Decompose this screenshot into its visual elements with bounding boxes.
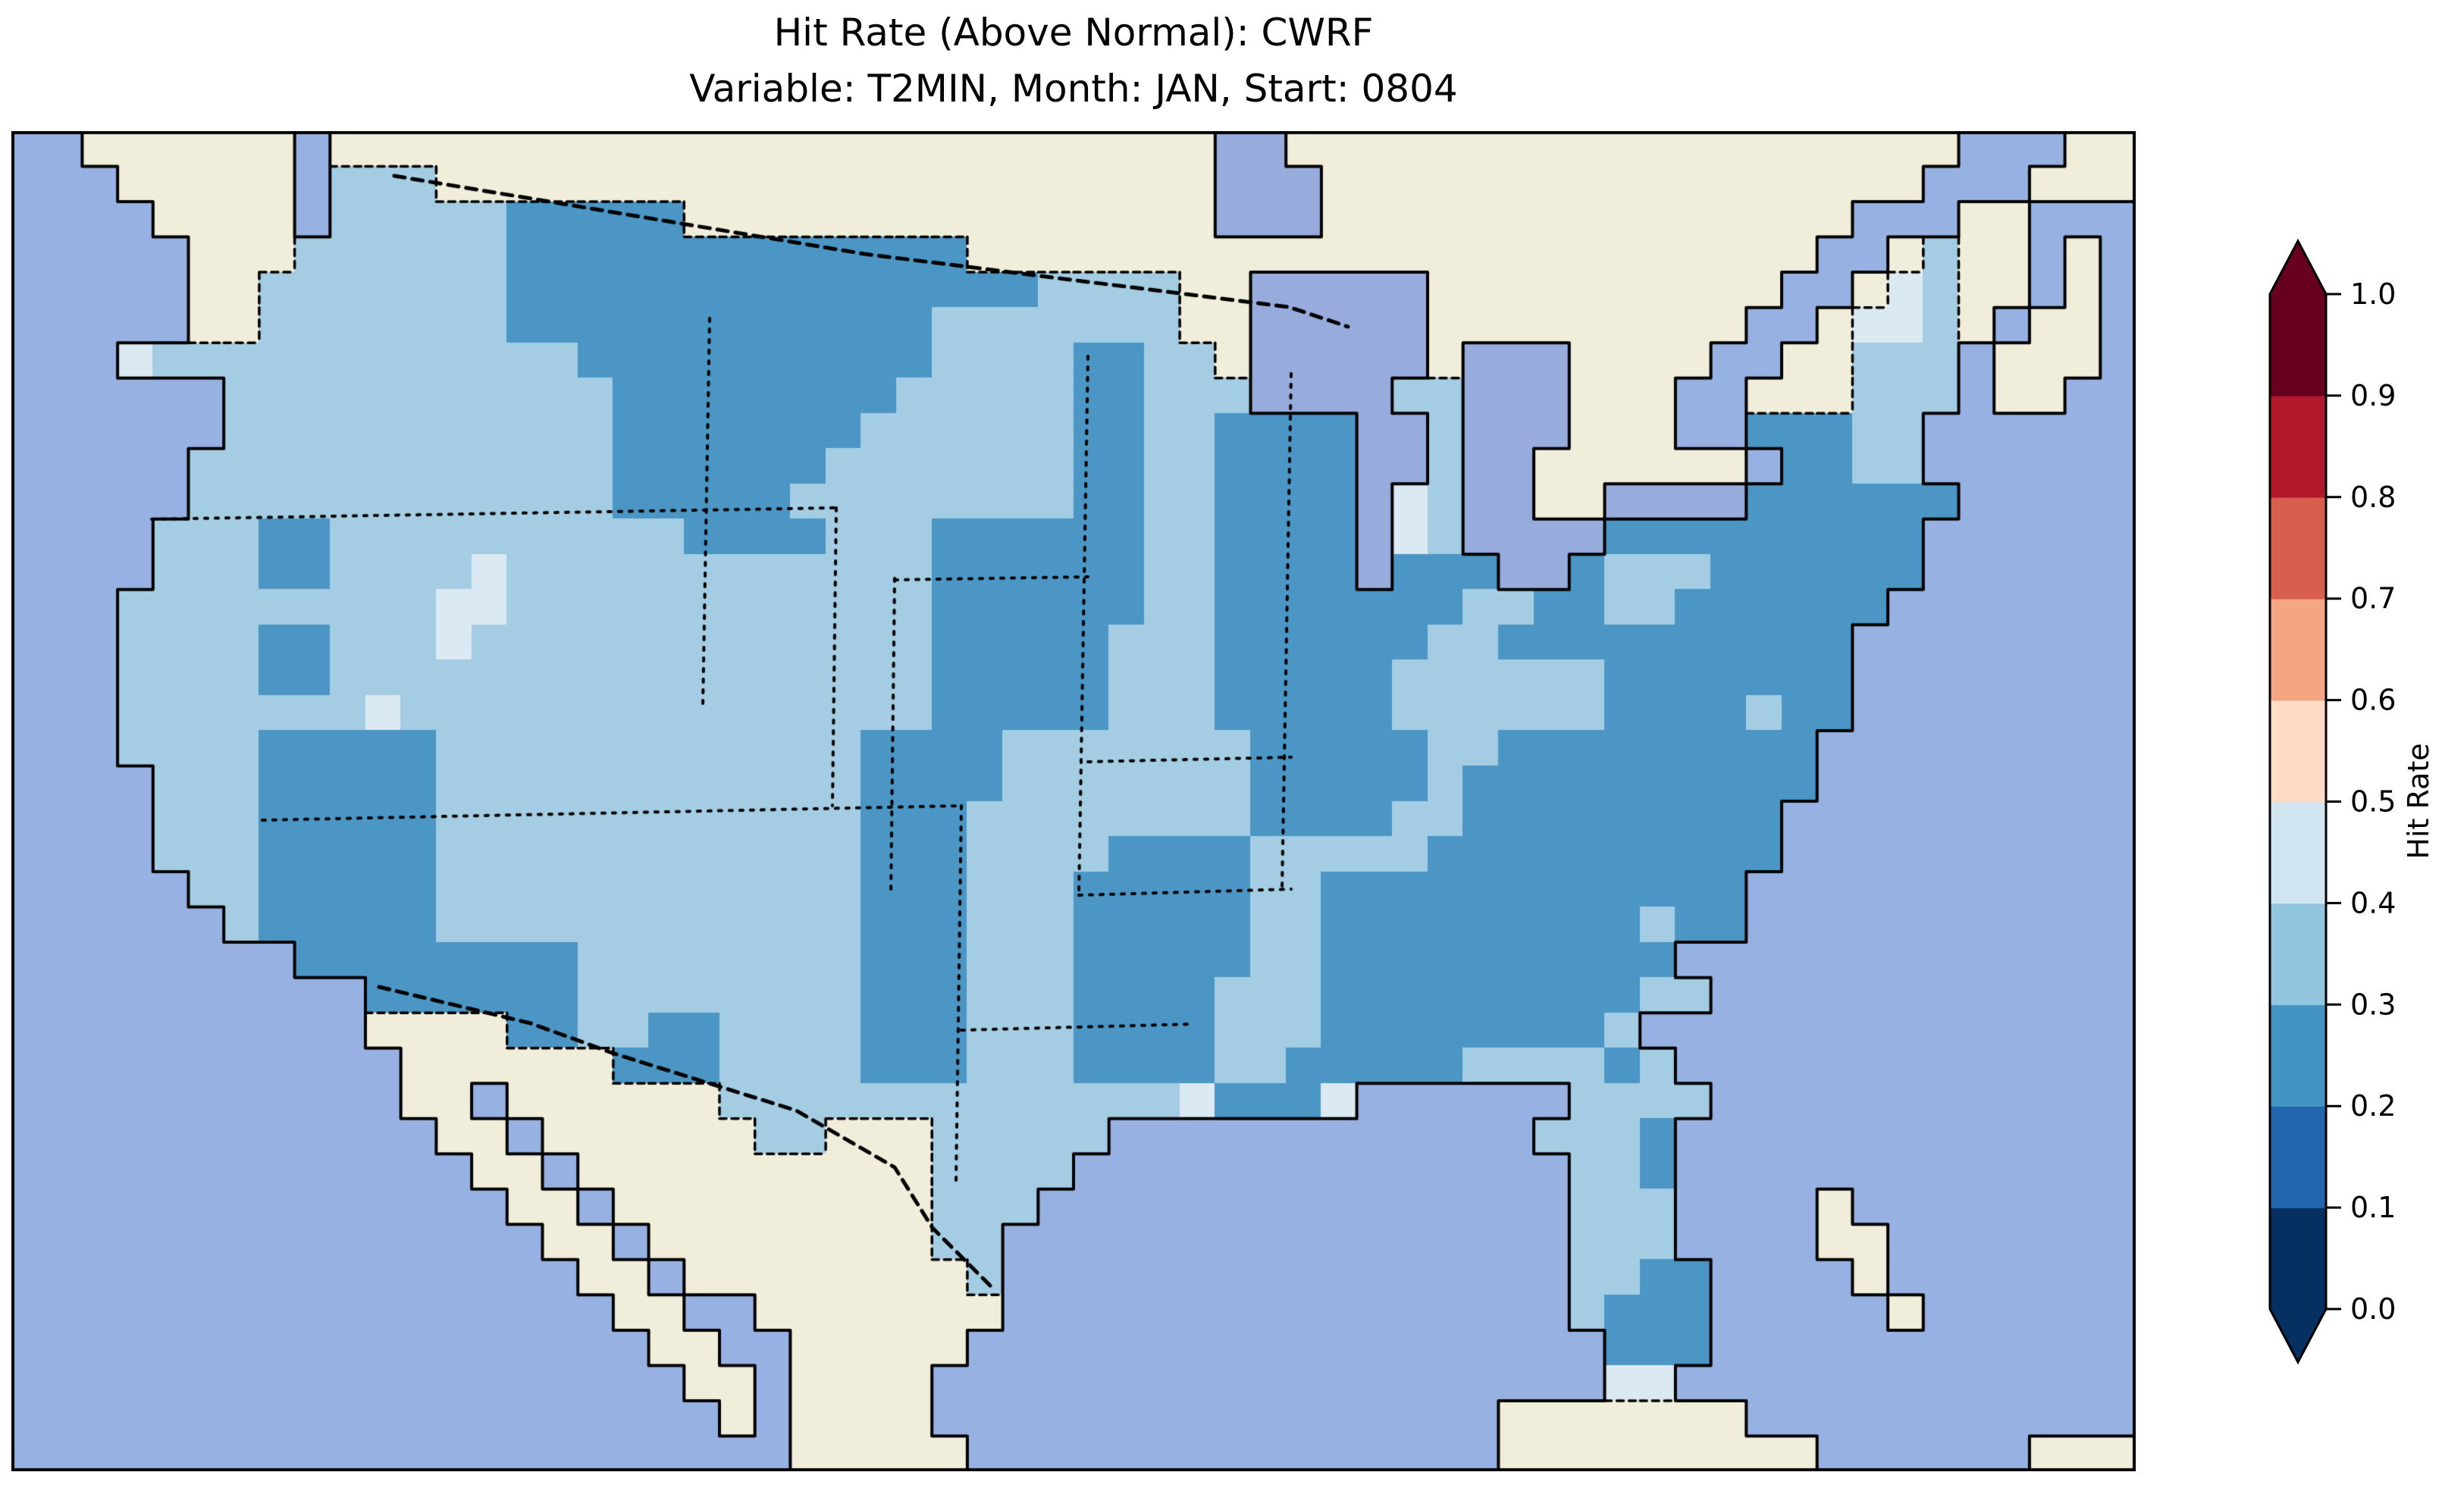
colorbar-axis-label: Hit Rate [2402, 743, 2435, 859]
colorbar-segment [2270, 1106, 2326, 1208]
colorbar-tick-label: 0.7 [2350, 582, 2396, 615]
colorbar-segment [2270, 801, 2326, 904]
colorbar-segment [2270, 294, 2326, 396]
colorbar-segment [2270, 700, 2326, 803]
colorbar-tick-label: 0.6 [2350, 684, 2396, 717]
chart-title: Hit Rate (Above Normal): CWRF [773, 11, 1374, 55]
colorbar-tick-label: 0.5 [2350, 785, 2396, 819]
colorbar-segment [2270, 598, 2326, 701]
colorbar-arrow-over [2270, 241, 2326, 294]
colorbar-tick-label: 0.1 [2350, 1191, 2396, 1224]
colorbar-segment [2270, 1004, 2326, 1107]
colorbar-tick-label: 0.4 [2350, 886, 2396, 919]
colorbar-tick-label: 0.8 [2350, 481, 2396, 514]
colorbar-tick-label: 0.3 [2350, 988, 2396, 1021]
colorbar-segment [2270, 496, 2326, 600]
colorbar-segment [2270, 395, 2326, 498]
us-hit-rate-map [11, 131, 2136, 1471]
chart-subtitle: Variable: T2MIN, Month: JAN, Start: 0804 [689, 67, 1458, 111]
colorbar-segment [2270, 903, 2326, 1006]
colorbar-tick-label: 0.9 [2350, 379, 2396, 412]
colorbar-tick-label: 1.0 [2350, 277, 2396, 311]
colorbar-tick-label: 0.2 [2350, 1089, 2396, 1123]
colorbar-tick-label: 0.0 [2350, 1292, 2396, 1326]
colorbar: 0.0 0.1 0.2 0.3 0.4 0.5 0.6 0.7 0.8 0.9 1.0 Hit Rat… [2268, 238, 2435, 1365]
colorbar-segment [2270, 1207, 2326, 1310]
colorbar-arrow-under [2270, 1309, 2326, 1362]
